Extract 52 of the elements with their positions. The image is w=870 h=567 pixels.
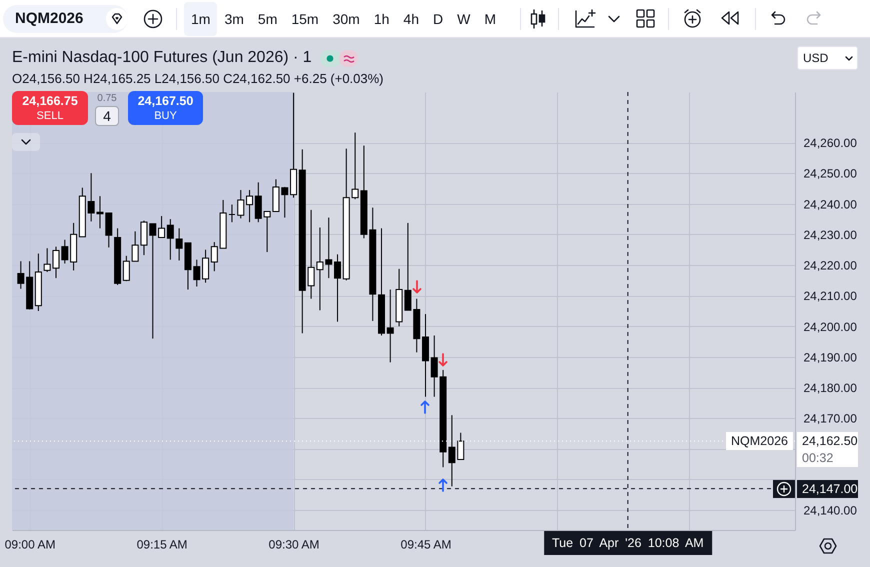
ref-line-label: 24,162.50 bbox=[802, 433, 858, 450]
y-tick-label: 24,230.00 bbox=[804, 228, 858, 242]
annotation: 24,167.50 bbox=[136, 93, 194, 109]
candlestick bbox=[44, 248, 51, 272]
text: M bbox=[483, 10, 497, 29]
ref-line-label: Tue 07 Apr '26 10:08 AM bbox=[544, 531, 712, 555]
quantity-field: 4 bbox=[95, 106, 119, 126]
currency-dropdown: USD bbox=[797, 46, 858, 70]
text: D bbox=[432, 10, 444, 29]
y-tick-label: 24,260.00 bbox=[804, 136, 858, 150]
buy-button: 24,167.50 BUY bbox=[128, 91, 203, 125]
candlestick bbox=[246, 190, 254, 223]
candlestick bbox=[140, 220, 148, 256]
x-tick-label: 09:00 AM bbox=[4, 538, 56, 552]
y-tick-label: 24,250.00 bbox=[804, 166, 858, 181]
candlestick bbox=[237, 190, 244, 219]
sell-button: 24,166.75 SELL bbox=[12, 91, 88, 125]
text: 4h bbox=[402, 10, 420, 29]
annotation: 24,166.75 bbox=[21, 93, 79, 109]
candlestick bbox=[422, 314, 429, 398]
y-tick-label: 24,170.00 bbox=[804, 412, 858, 426]
text: 30m bbox=[332, 10, 361, 29]
y-tick-label: 24,180.00 bbox=[804, 381, 858, 396]
text: 15m bbox=[290, 10, 320, 29]
x-tick-label: 09:45 AM bbox=[400, 538, 452, 552]
candlestick bbox=[105, 212, 112, 248]
x-tick-label: 09:15 AM bbox=[136, 538, 188, 552]
annotation: SELL bbox=[36, 109, 64, 123]
x-tick-label: 09:30 AM bbox=[268, 538, 320, 552]
y-tick-label: 24,210.00 bbox=[804, 289, 858, 304]
candlestick bbox=[96, 196, 104, 229]
y-tick-label: 24,140.00 bbox=[804, 504, 858, 518]
y-tick-label: 24,190.00 bbox=[804, 350, 858, 364]
candlestick bbox=[386, 289, 394, 363]
y-tick-label: 24,220.00 bbox=[804, 258, 858, 273]
ref-line-label: 24,147.00 bbox=[802, 480, 858, 498]
candlestick bbox=[52, 246, 60, 279]
annotation: NQM2026 bbox=[726, 432, 793, 450]
annotation: 0.75 bbox=[96, 93, 118, 105]
chart-subtitle: O24,156.50 H24,165.25 L24,156.50 C24,162.50 +6.25 (+0.03%) bbox=[12, 71, 384, 87]
candlestick bbox=[228, 204, 236, 223]
text: 3m bbox=[223, 10, 245, 29]
text: 1m bbox=[184, 2, 218, 36]
y-tick-label: 24,240.00 bbox=[804, 197, 858, 212]
chart-title: E-mini Nasdaq-100 Futures (Jun 2026) · 1 bbox=[12, 48, 312, 68]
text: W bbox=[456, 10, 472, 29]
text: 00:32 bbox=[802, 450, 834, 468]
y-tick-label: 24,200.00 bbox=[804, 320, 858, 334]
text: 5m bbox=[256, 10, 278, 29]
text: 1h bbox=[372, 10, 390, 29]
candlestick bbox=[334, 254, 342, 322]
annotation: BUY bbox=[153, 109, 178, 123]
